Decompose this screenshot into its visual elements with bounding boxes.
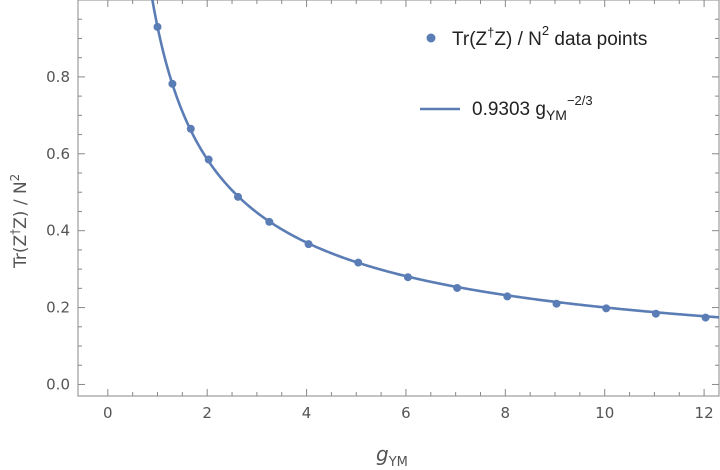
data-point bbox=[552, 299, 561, 308]
data-point bbox=[186, 124, 195, 133]
legend-label-points: Tr(Z†Z) / N2 data points bbox=[452, 23, 647, 50]
data-point bbox=[354, 258, 363, 267]
x-tick-label: 8 bbox=[501, 404, 511, 422]
y-tick-label: 0.8 bbox=[46, 68, 70, 86]
y-tick-label: 0.4 bbox=[46, 222, 70, 240]
x-tick-label: 4 bbox=[302, 404, 312, 422]
x-axis-ticks bbox=[107, 0, 705, 396]
y-tick-label: 0.0 bbox=[46, 375, 70, 393]
data-point bbox=[403, 273, 412, 282]
x-tick-label: 2 bbox=[202, 404, 212, 422]
data-point bbox=[265, 217, 274, 226]
x-tick-label: 12 bbox=[695, 404, 714, 422]
data-point bbox=[234, 192, 243, 201]
data-point bbox=[204, 155, 213, 164]
fit-curve-line bbox=[151, 0, 720, 319]
data-point bbox=[701, 313, 710, 322]
data-point bbox=[602, 304, 611, 313]
data-point bbox=[503, 292, 512, 301]
y-tick-label: 0.2 bbox=[46, 299, 70, 317]
plot-frame bbox=[77, 0, 720, 397]
y-axis-label: Tr(Z†Z) / N2 bbox=[8, 174, 31, 269]
y-tick-label: 0.6 bbox=[46, 145, 70, 163]
data-point bbox=[153, 22, 162, 31]
data-points bbox=[153, 22, 710, 322]
x-tick-label: 6 bbox=[401, 404, 411, 422]
legend: Tr(Z†Z) / N2 data points 0.9303 gYM−2/3 bbox=[420, 23, 647, 123]
data-point bbox=[168, 79, 177, 88]
data-point bbox=[304, 240, 313, 249]
x-tick-label: 10 bbox=[595, 404, 614, 422]
legend-label-fit: 0.9303 gYM−2/3 bbox=[472, 93, 593, 123]
y-axis-ticks bbox=[78, 0, 719, 385]
x-tick-label: 0 bbox=[103, 404, 113, 422]
data-point bbox=[453, 283, 462, 292]
y-axis-tick-labels: 0.0 0.2 0.4 0.6 0.8 bbox=[46, 68, 70, 394]
legend-marker-points bbox=[426, 33, 436, 43]
x-axis-label: gYM bbox=[376, 442, 408, 470]
data-point bbox=[651, 309, 660, 318]
x-axis-tick-labels: 0 2 4 6 8 10 12 bbox=[103, 404, 714, 422]
